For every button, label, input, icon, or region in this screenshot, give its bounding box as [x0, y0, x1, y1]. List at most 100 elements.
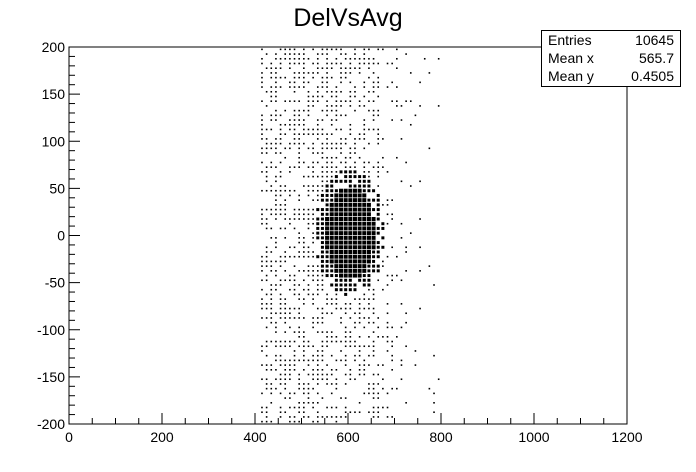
data-point [349, 57, 352, 60]
data-point [352, 259, 357, 264]
data-point [349, 331, 352, 333]
data-point [303, 76, 305, 79]
data-point [312, 420, 314, 423]
data-point [321, 274, 324, 277]
data-point [335, 171, 338, 173]
data-point [344, 373, 347, 376]
data-point [335, 147, 338, 150]
data-point [400, 105, 403, 107]
data-point [293, 213, 296, 216]
data-point [312, 175, 314, 178]
data-point [344, 278, 348, 282]
data-point [261, 260, 263, 263]
data-point [279, 373, 282, 376]
data-point [326, 345, 328, 348]
data-point [312, 279, 314, 282]
data-point [279, 411, 282, 414]
data-point [270, 293, 273, 296]
y-tick-label: -150 [37, 369, 65, 385]
data-point [366, 212, 371, 217]
data-point [307, 100, 310, 102]
data-point [372, 62, 375, 65]
data-point [368, 364, 370, 366]
data-point [279, 303, 282, 305]
data-point [329, 254, 334, 259]
data-point [307, 81, 310, 84]
data-point [334, 175, 338, 179]
data-point [344, 340, 347, 343]
data-point [265, 218, 268, 220]
data-point [358, 72, 361, 74]
data-point [326, 114, 328, 117]
data-point [329, 259, 334, 264]
data-point [354, 345, 356, 348]
data-point [298, 345, 300, 348]
data-point [312, 317, 314, 319]
data-point [303, 185, 305, 187]
data-point [343, 226, 348, 231]
data-point [348, 240, 353, 245]
data-point [284, 387, 287, 390]
data-point [330, 171, 333, 173]
data-point [368, 90, 370, 93]
x-tick-label: 1200 [611, 429, 642, 445]
data-point [358, 354, 361, 357]
data-point [303, 208, 305, 211]
data-point [289, 81, 291, 84]
data-point [316, 72, 319, 74]
data-point [358, 364, 361, 366]
data-point [376, 203, 380, 207]
data-point [343, 212, 348, 217]
data-point [372, 100, 375, 102]
data-point [275, 119, 277, 121]
data-point [357, 193, 362, 198]
data-point [371, 245, 376, 250]
data-point [275, 321, 277, 324]
data-point [330, 109, 333, 112]
data-point [335, 57, 338, 60]
data-point [270, 142, 273, 145]
data-point [349, 336, 352, 338]
data-point [307, 387, 310, 390]
data-point [419, 105, 421, 107]
data-point [307, 133, 310, 135]
data-point [354, 142, 356, 145]
data-point [382, 288, 384, 291]
data-point [279, 255, 282, 258]
data-point [405, 345, 407, 348]
data-point [354, 321, 356, 324]
data-point [368, 62, 370, 65]
y-tick-label: 200 [42, 39, 66, 55]
data-point [321, 152, 324, 154]
data-point [377, 383, 380, 385]
data-point [316, 208, 320, 212]
data-point [353, 184, 357, 188]
data-point [316, 293, 319, 296]
data-point [303, 401, 305, 404]
data-point [349, 62, 352, 65]
data-point [386, 86, 389, 88]
data-point [366, 235, 371, 240]
data-point [303, 303, 305, 305]
data-point [303, 369, 305, 371]
data-point [316, 307, 319, 310]
data-point [344, 170, 348, 174]
data-point [340, 128, 342, 131]
data-point [368, 303, 370, 305]
data-point [363, 364, 366, 366]
data-point [312, 298, 314, 300]
data-point [270, 227, 273, 230]
data-point [289, 274, 291, 277]
data-point [261, 119, 263, 121]
data-point [325, 184, 329, 188]
data-point [303, 161, 305, 164]
data-point [321, 133, 324, 135]
data-point [270, 100, 273, 102]
data-point [330, 90, 333, 93]
data-point [265, 53, 268, 55]
data-point [303, 123, 305, 126]
data-point [275, 90, 277, 93]
data-point [340, 100, 342, 102]
data-point [376, 241, 380, 245]
data-point [344, 364, 347, 366]
